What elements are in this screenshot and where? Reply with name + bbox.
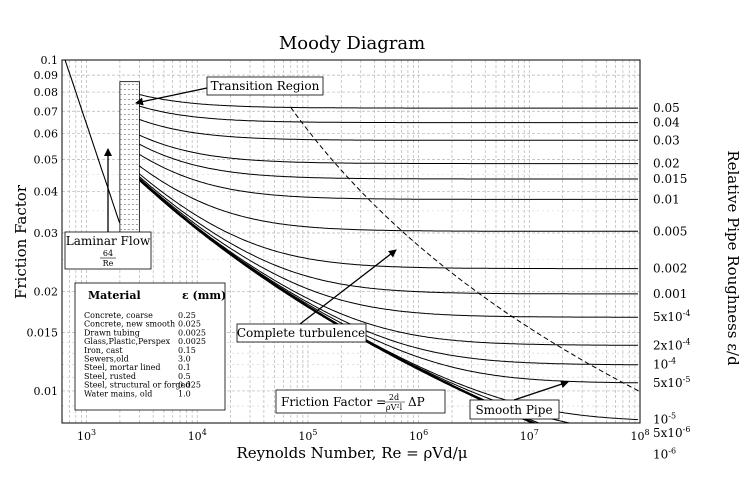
roughness-curve xyxy=(126,136,638,180)
roughness-label: 0.03 xyxy=(653,133,680,147)
roughness-label: 0.001 xyxy=(653,287,687,301)
friction-formula-box xyxy=(275,389,446,414)
x-tick-label: 107 xyxy=(520,428,539,443)
friction-formula-num: 2d xyxy=(389,393,399,402)
roughness-curve xyxy=(126,128,638,165)
y-tick-label: 0.015 xyxy=(27,327,59,340)
y-tick-label: 0.01 xyxy=(34,385,59,398)
material-name: Concrete, coarse xyxy=(84,311,153,320)
roughness-label: 0.01 xyxy=(653,192,680,206)
y-tick-label: 0.05 xyxy=(34,154,59,167)
material-epsilon: 0.0025 xyxy=(178,328,206,337)
material-epsilon: 0.0025 xyxy=(178,337,206,346)
y-tick-label: 0.1 xyxy=(41,54,59,67)
material-table-box xyxy=(74,282,226,411)
material-name: Sewers,old xyxy=(84,355,129,364)
plot-frame xyxy=(61,59,641,424)
roughness-label: 0.002 xyxy=(653,262,687,276)
roughness-label: 2x10-4 xyxy=(653,337,690,352)
material-epsilon: 0.25 xyxy=(178,311,196,320)
material-name: Glass,Plastic,Perspex xyxy=(84,337,171,346)
roughness-label: 5x10-6 xyxy=(653,425,690,440)
friction-formula-text: Friction Factor = xyxy=(281,395,386,409)
roughness-curve xyxy=(126,145,638,200)
material-name: Steel, mortar lined xyxy=(84,363,161,372)
smooth-label: Smooth Pipe xyxy=(475,403,552,417)
material-epsilon: 0.15 xyxy=(178,346,196,355)
laminar-line xyxy=(64,60,121,223)
complete-arrow xyxy=(299,249,397,325)
laminar-formula-den: Re xyxy=(103,259,114,268)
x-tick-label: 108 xyxy=(630,428,649,443)
roughness-label: 5x10-5 xyxy=(653,375,690,390)
material-header: Material xyxy=(88,289,141,302)
material-name: Steel, rusted xyxy=(84,372,136,381)
epsilon-header: ε (mm) xyxy=(182,289,226,302)
friction-formula-tail: ΔP xyxy=(408,395,425,409)
y-tick-label: 0.09 xyxy=(34,69,59,82)
y-axis-label: Friction Factor xyxy=(12,184,30,299)
roughness-label: 0.05 xyxy=(653,101,680,115)
roughness-curve xyxy=(126,101,638,124)
complete-label-box xyxy=(236,323,367,343)
roughness-label: 10-6 xyxy=(653,446,676,461)
complete-label: Complete turbulence xyxy=(237,326,365,340)
material-epsilon: 0.1 xyxy=(178,363,191,372)
right-axis-label: Relative Pipe Roughness ε/d xyxy=(724,150,742,366)
roughness-curve xyxy=(126,90,638,109)
x-axis-label: Reynolds Number, Re = ρVd/μ xyxy=(236,444,467,462)
x-tick-label: 103 xyxy=(77,428,96,443)
roughness-curve xyxy=(126,166,638,318)
y-tick-label: 0.06 xyxy=(34,127,59,140)
roughness-curve xyxy=(126,164,638,295)
roughness-curve xyxy=(126,162,638,270)
material-name: Concrete, new smooth xyxy=(84,320,175,329)
material-table: Material ε (mm) Concrete, coarse 0.25Concre… xyxy=(74,282,226,411)
y-tick-label: 0.02 xyxy=(34,285,59,298)
material-epsilon: 0.025 xyxy=(178,320,201,329)
laminar-label: Laminar Flow xyxy=(66,234,151,248)
laminar-label-box xyxy=(64,231,152,270)
roughness-curve xyxy=(126,166,639,346)
x-tick-label: 104 xyxy=(188,428,207,443)
roughness-label: 10-4 xyxy=(653,357,676,372)
material-name: Steel, structural or forged xyxy=(84,381,190,390)
y-tick-label: 0.07 xyxy=(34,105,59,118)
roughness-label: 0.04 xyxy=(653,116,680,130)
y-tick-label: 0.04 xyxy=(34,186,59,199)
roughness-label: 10-5 xyxy=(653,412,676,427)
material-epsilon: 0.5 xyxy=(178,372,191,381)
material-name: Drawn tubing xyxy=(84,328,140,337)
roughness-curve xyxy=(126,155,638,232)
material-epsilon: 1.0 xyxy=(178,389,191,398)
roughness-label: 5x10-4 xyxy=(653,309,690,324)
laminar-formula-num: 64 xyxy=(103,249,113,258)
x-tick-label: 106 xyxy=(409,428,428,443)
roughness-label: 0.005 xyxy=(653,224,687,238)
transition-label-box xyxy=(206,76,324,96)
smooth-pipe-curve xyxy=(125,166,537,423)
friction-formula-den: ρV²l xyxy=(386,403,403,412)
material-epsilon: 0.025 xyxy=(178,381,201,390)
chart-title: Moody Diagram xyxy=(279,33,425,54)
material-name: Water mains, old xyxy=(84,389,152,398)
roughness-curve xyxy=(126,113,638,141)
x-tick-label: 105 xyxy=(298,428,317,443)
y-tick-label: 0.08 xyxy=(34,86,59,99)
roughness-label: 0.015 xyxy=(653,172,687,186)
transition-label: Transition Region xyxy=(211,79,320,93)
transition-arrow xyxy=(135,87,208,106)
roughness-label: 0.02 xyxy=(653,157,680,171)
material-name: Iron, cast xyxy=(84,346,123,355)
axis-ticks: 0.10.090.080.070.060.050.040.030.020.015… xyxy=(27,54,691,461)
material-epsilon: 3.0 xyxy=(178,355,191,364)
smooth-arrow xyxy=(513,380,569,401)
complete-turbulence-line xyxy=(290,107,640,392)
y-tick-label: 0.03 xyxy=(34,227,59,240)
